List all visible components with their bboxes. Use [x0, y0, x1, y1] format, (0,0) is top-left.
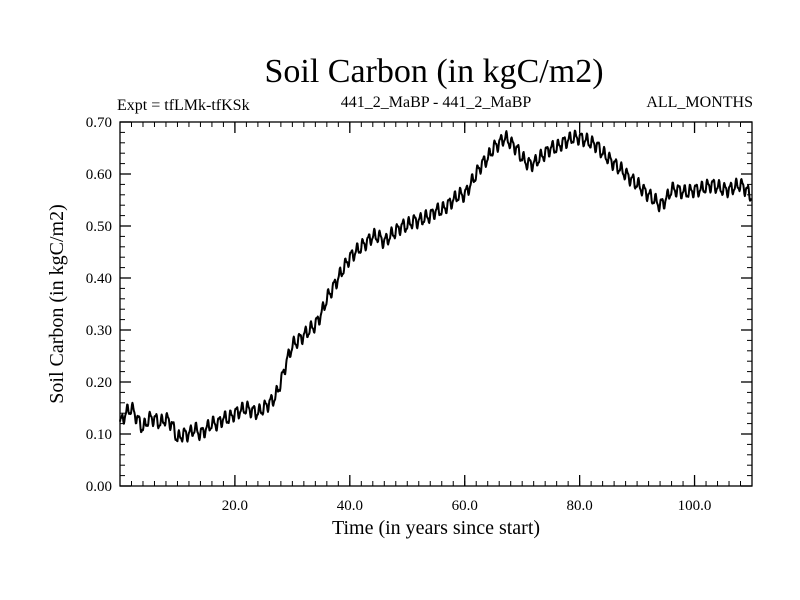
y-tick-label: 0.20 [86, 375, 112, 391]
x-tick-label: 80.0 [567, 498, 593, 514]
soil-carbon-series-line [119, 129, 753, 443]
y-tick-label: 0.30 [86, 323, 112, 339]
y-tick-label: 0.70 [86, 115, 112, 131]
y-tick-label: 0.50 [86, 219, 112, 235]
x-tick-label: 100.0 [678, 498, 712, 514]
x-tick-label: 60.0 [452, 498, 478, 514]
x-axis-label: Time (in years since start) [332, 517, 540, 539]
y-tick-label: 0.60 [86, 167, 112, 183]
y-axis-label: Soil Carbon (in kgC/m2) [46, 204, 68, 403]
x-axis: 20.0 40.0 60.0 80.0 100.0 [119, 122, 753, 514]
months-label: ALL_MONTHS [646, 94, 753, 111]
y-tick-label: 0.10 [86, 427, 112, 443]
x-tick-label: 20.0 [222, 498, 248, 514]
x-tick-label: 40.0 [337, 498, 363, 514]
y-axis: 0.00 0.10 0.20 0.30 0.40 0.50 0.60 0.70 [86, 115, 752, 495]
experiment-label: Expt = tfLMk-tfKSk [117, 97, 250, 114]
dataset-label: 441_2_MaBP - 441_2_MaBP [341, 94, 532, 111]
y-tick-label: 0.40 [86, 271, 112, 287]
chart-title: Soil Carbon (in kgC/m2) [264, 53, 603, 90]
plot-frame [119, 121, 753, 487]
y-tick-label: 0.00 [86, 479, 112, 495]
